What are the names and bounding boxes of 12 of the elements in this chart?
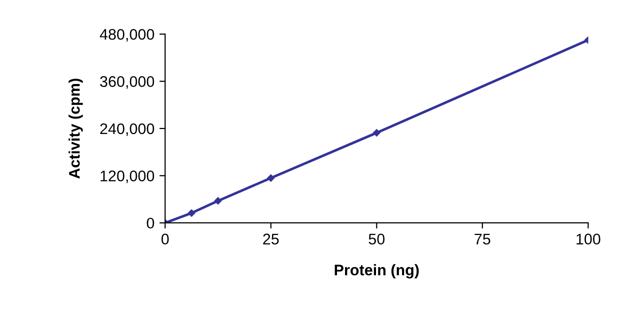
y-tick-label: 120,000 [100,170,154,184]
y-axis-title: Activity (cpm) [68,78,83,179]
x-tick-label: 100 [576,234,600,244]
x-tick-label: 75 [474,234,490,244]
y-tick-label: 360,000 [100,76,154,89]
y-tick-label: 240,000 [100,123,154,136]
y-tick-label: 0 [146,218,154,229]
x-axis-title: Protein (ng) [334,264,419,278]
x-tick-label: 0 [161,234,169,244]
y-tick-label: 480,000 [100,28,154,42]
x-tick-label: 50 [368,234,385,244]
x-tick-label: 25 [263,234,279,244]
